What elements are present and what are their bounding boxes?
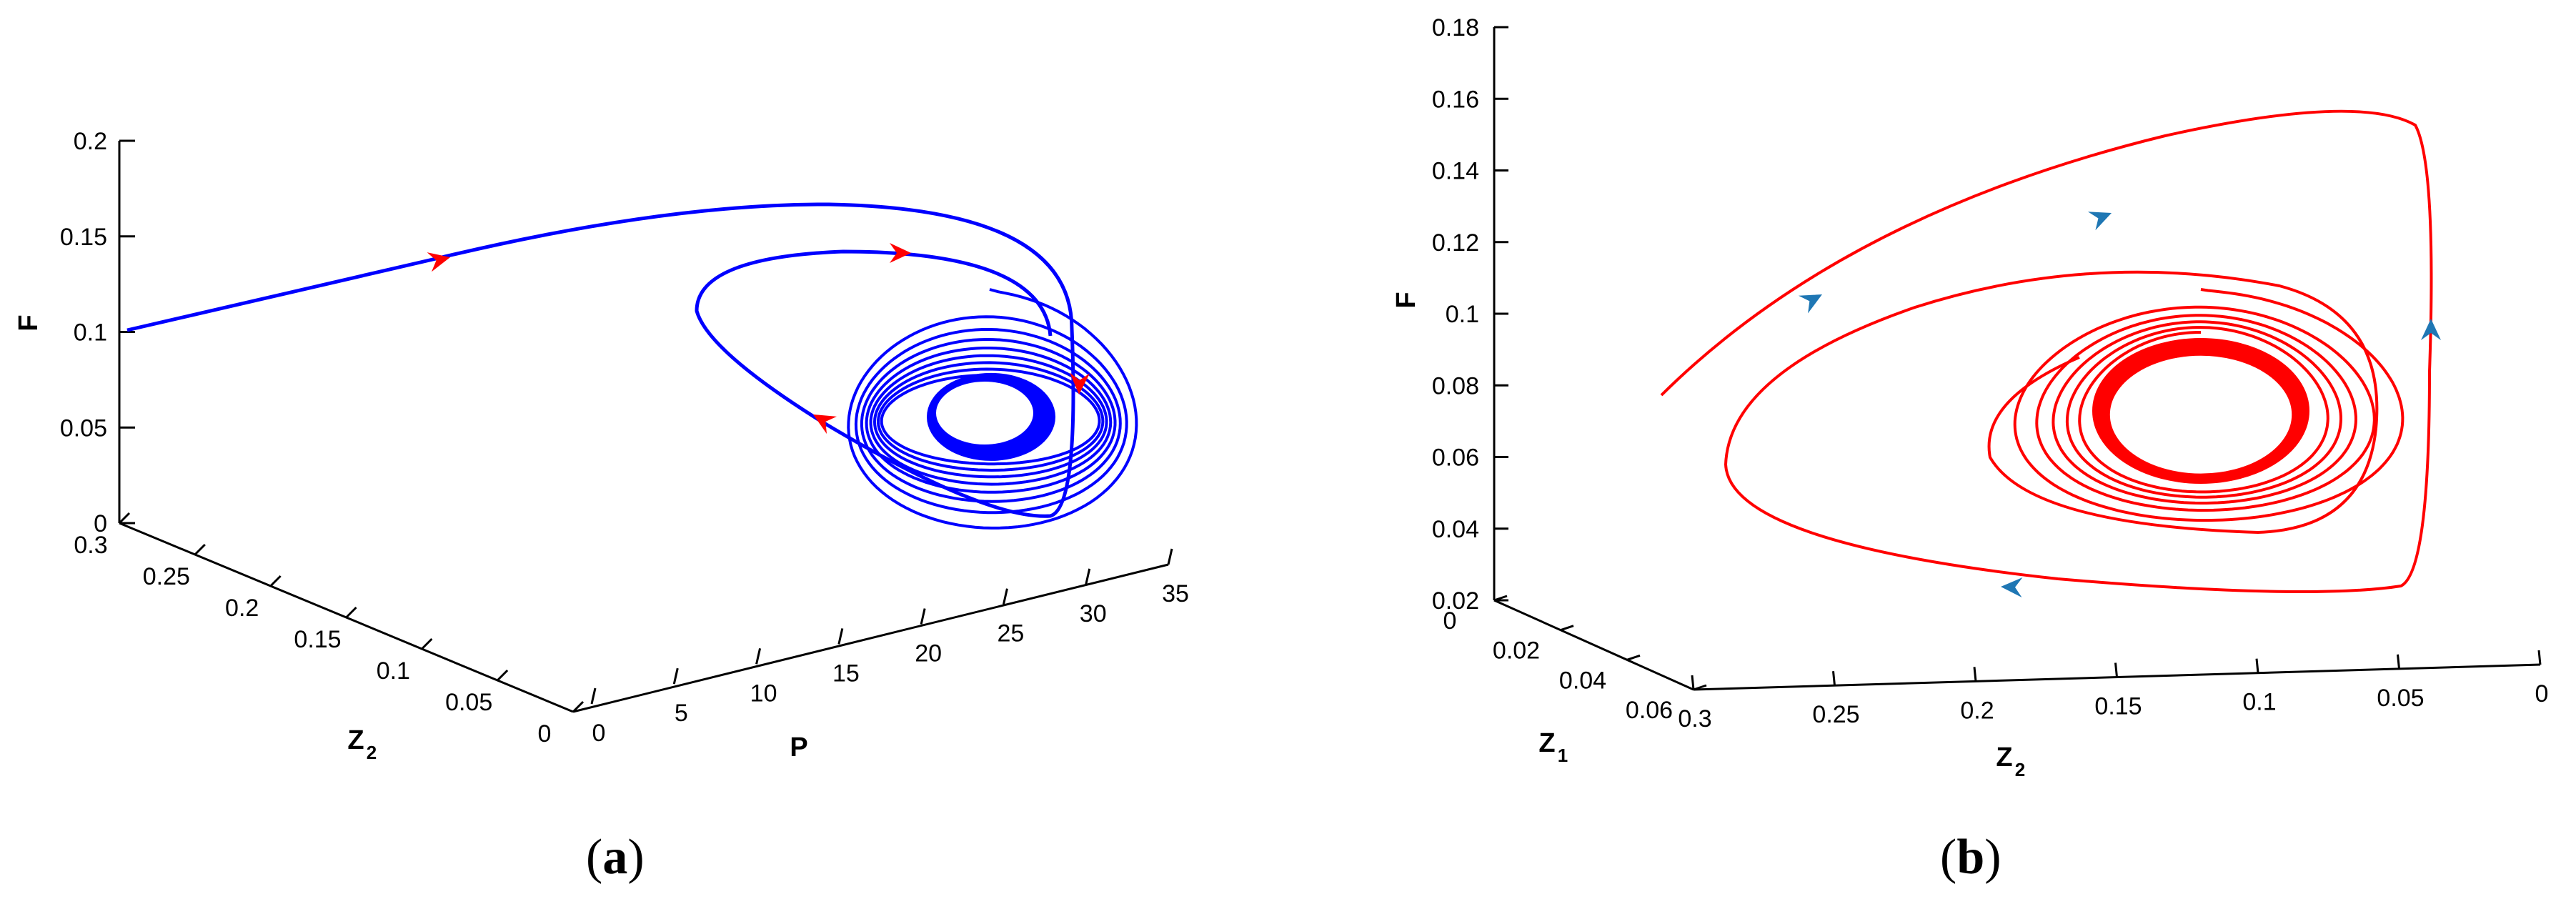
x-tick [755, 647, 762, 665]
z-tick-label: 0.18 [1432, 14, 1479, 41]
y-tick-label: 0 [538, 720, 552, 747]
y-tick-label: 0 [1443, 607, 1457, 635]
chart-panel-b: 0.02 0.04 0.06 0.08 0.1 0.12 0.14 0.16 0.18 F 0 0.0… [1272, 0, 2576, 895]
x-axis-label: P [790, 732, 807, 763]
y-tick [194, 543, 206, 556]
y-axis-label-subscript: 2 [367, 742, 377, 763]
direction-arrow [427, 252, 450, 272]
direction-arrow [2087, 212, 2112, 231]
x-tick-label: 10 [750, 680, 777, 707]
y-tick-label: 0.1 [377, 657, 410, 685]
x-tick-label: 5 [675, 700, 688, 727]
z-tick-label: 0.12 [1432, 229, 1479, 257]
y-tick-label: 0.04 [1559, 667, 1606, 694]
y-tick [1493, 595, 1508, 602]
x-tick [2537, 650, 2542, 665]
y-tick-label: 0.25 [143, 563, 190, 590]
direction-arrow [2421, 319, 2441, 340]
direction-arrow [890, 243, 911, 263]
x-tick [920, 608, 926, 625]
y-tick-label: 0.05 [445, 689, 492, 716]
x-tick [2114, 662, 2118, 677]
y-tick [345, 606, 357, 619]
x-tick-label: 25 [998, 620, 1025, 647]
y-axis-label-subscript: 1 [1558, 745, 1568, 766]
x-tick-label: 20 [915, 640, 942, 667]
x-tick [1085, 568, 1091, 585]
x-tick-label: 0.1 [2242, 689, 2276, 716]
x-tick-label: 0.2 [1960, 697, 1994, 724]
z-tick-label: 0.1 [74, 319, 107, 347]
x-tick [1691, 675, 1695, 690]
z-tick-label: 0.16 [1432, 86, 1479, 113]
z-axis-label: F [14, 314, 44, 331]
y-tick-label: 0.15 [294, 626, 341, 653]
y-axis-label: Z [1538, 728, 1555, 758]
chart-panel-a: 0 0.05 0.1 0.15 0.2 F 0.3 0.25 0.2 0.15 0.1 0.05 0 Z 2… [0, 0, 1272, 895]
x-tick [1832, 671, 1836, 686]
z-tick-label: 0.02 [1432, 587, 1479, 615]
direction-arrow [1070, 372, 1090, 394]
y-tick [572, 700, 585, 713]
y-axis-label: Z [347, 725, 364, 755]
z-tick-label: 0.15 [60, 224, 107, 251]
y-tick [118, 512, 131, 525]
y-tick-label: 0.3 [74, 532, 107, 559]
limit-cycle-ring [927, 372, 1055, 461]
y-tick [1693, 684, 1707, 691]
trajectory-outer [1660, 109, 2433, 593]
x-tick [1167, 548, 1173, 565]
direction-arrow [2001, 577, 2023, 598]
x-tick [2255, 658, 2259, 673]
z-tick-label: 0.14 [1432, 158, 1479, 185]
x-axis-label: Z [1996, 742, 2012, 773]
y-tick [269, 575, 282, 587]
x-tick-label: 0 [2535, 680, 2549, 707]
x-tick [590, 687, 597, 705]
x-tick [2397, 654, 2400, 669]
x-tick [672, 667, 679, 685]
z-tick-label: 0.05 [60, 414, 107, 442]
y-axis-line [1493, 599, 1694, 691]
x-tick-label: 0.05 [2377, 685, 2424, 712]
y-tick [497, 669, 509, 682]
z-tick-label: 0.1 [1446, 301, 1479, 328]
chart-b-svg: 0.020.040.060.080.10.120.140.160.18F00.0… [1391, 14, 2549, 780]
x-tick-label: 0 [592, 720, 606, 747]
y-tick-label: 0.2 [225, 595, 259, 622]
caption-a: (a) [586, 830, 645, 885]
x-tick-label: 35 [1162, 580, 1189, 607]
z-tick-label: 0 [94, 510, 107, 537]
x-tick-label: 0.15 [2094, 693, 2142, 720]
x-axis-label-subscript: 2 [2015, 759, 2025, 780]
direction-arrow [813, 414, 837, 434]
caption-b: (b) [1940, 830, 2001, 885]
y-tick-label: 0.02 [1493, 637, 1540, 665]
z-axis-label: F [1391, 292, 1421, 308]
x-tick-label: 30 [1080, 600, 1107, 627]
y-tick [1560, 625, 1574, 632]
y-tick [421, 637, 433, 650]
y-tick-label: 0.06 [1626, 697, 1673, 724]
y-tick [1626, 654, 1641, 661]
x-axis-line [572, 563, 1169, 713]
trajectory-spiral [2013, 288, 2405, 522]
x-tick-label: 15 [832, 660, 860, 687]
z-tick-label: 0.2 [74, 128, 107, 155]
trajectory-outer [126, 202, 1075, 518]
x-tick-label: 0.25 [1812, 701, 1859, 728]
x-tick [837, 628, 844, 645]
limit-cycle-ring [2107, 352, 2295, 477]
z-tick-label: 0.04 [1432, 516, 1479, 543]
x-tick [1973, 667, 1977, 682]
x-tick-label: 0.3 [1678, 705, 1711, 732]
x-tick [1002, 588, 1008, 605]
direction-arrow [1798, 294, 1822, 314]
trajectory-spiral [847, 288, 1138, 530]
z-tick-label: 0.06 [1432, 444, 1479, 472]
z-tick-label: 0.08 [1432, 372, 1479, 399]
